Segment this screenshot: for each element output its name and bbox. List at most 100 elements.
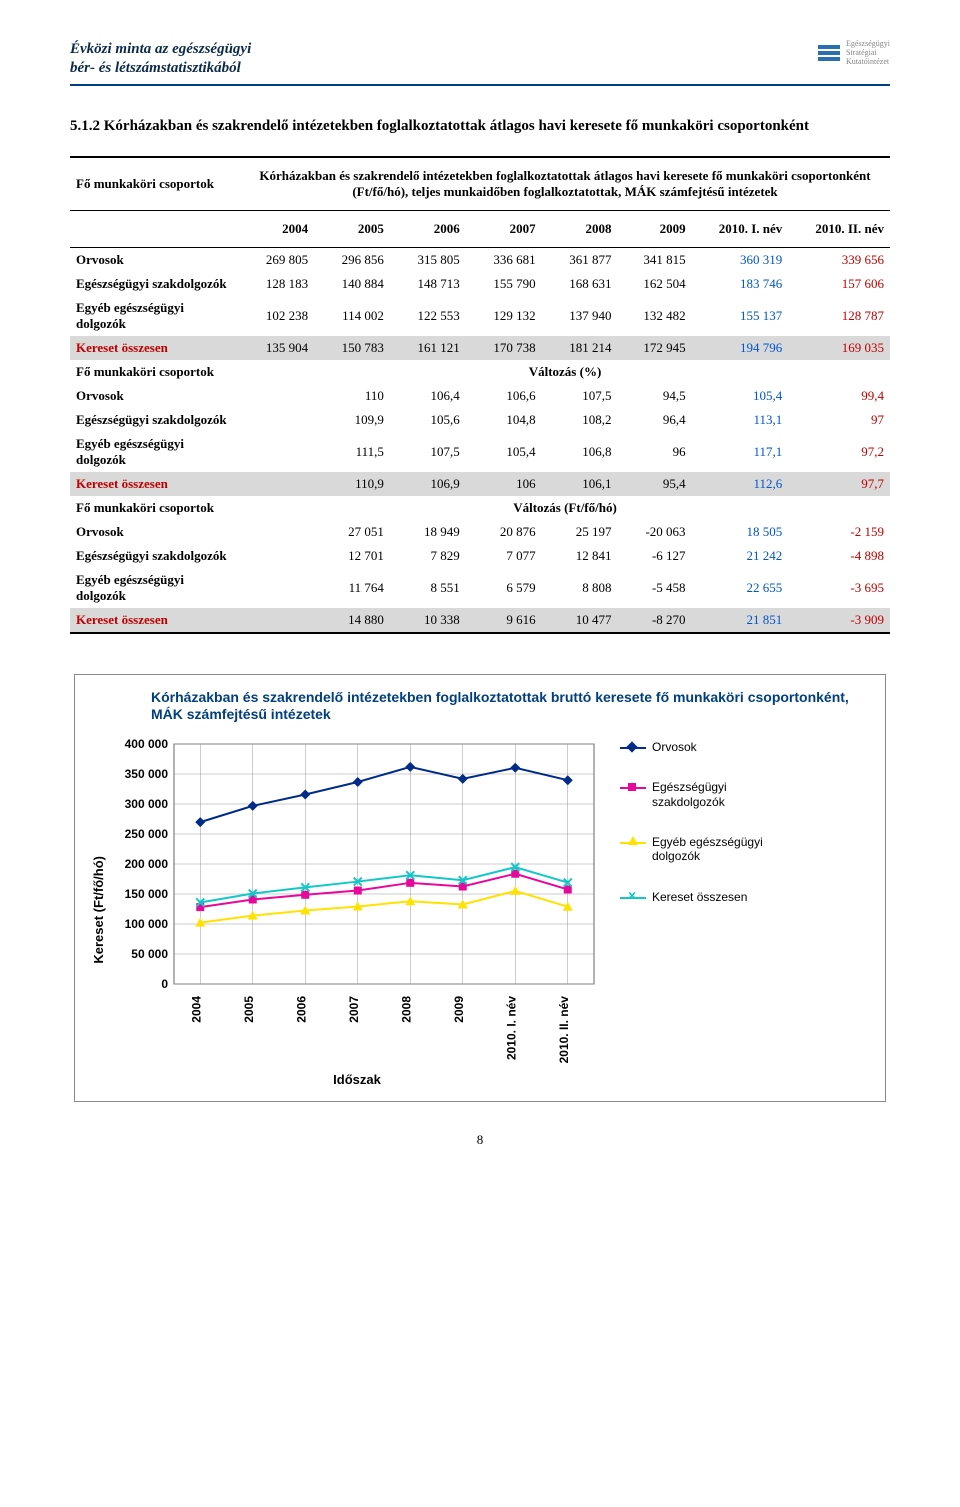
cell: [240, 608, 314, 633]
cell: 9 616: [466, 608, 542, 633]
row-label: Egészségügyi szakdolgozók: [70, 272, 240, 296]
cell: 106,1: [542, 472, 618, 496]
cell: 112,6: [692, 472, 789, 496]
cell: 161 121: [390, 336, 466, 360]
cell: 111,5: [314, 432, 390, 472]
cell: 110: [314, 384, 390, 408]
row-label: Egyéb egészségügyi dolgozók: [70, 296, 240, 336]
cell: 361 877: [542, 247, 618, 272]
cell: 10 477: [542, 608, 618, 633]
cell: 105,6: [390, 408, 466, 432]
table-row: Egészségügyi szakdolgozók12 7017 8297 07…: [70, 544, 890, 568]
cell: 172 945: [618, 336, 692, 360]
cell: 102 238: [240, 296, 314, 336]
cell: 107,5: [390, 432, 466, 472]
cell: 11 764: [314, 568, 390, 608]
header-title-line1: Évközi minta az egészségügyi: [70, 41, 251, 57]
cell: 150 783: [314, 336, 390, 360]
chart-container: Kórházakban és szakrendelő intézetekben …: [74, 674, 886, 1102]
cell: 27 051: [314, 520, 390, 544]
cell: 7 077: [466, 544, 542, 568]
cell: 8 808: [542, 568, 618, 608]
table-section-header: Fő munkaköri csoportokVáltozás (%): [70, 360, 890, 384]
cell: 21 242: [692, 544, 789, 568]
cell: 12 841: [542, 544, 618, 568]
cell: 106,4: [390, 384, 466, 408]
table-row: Egészségügyi szakdolgozók109,9105,6104,8…: [70, 408, 890, 432]
cell: [240, 544, 314, 568]
cell: 169 035: [788, 336, 890, 360]
svg-text:300 000: 300 000: [125, 797, 169, 811]
row-label: Egészségügyi szakdolgozók: [70, 408, 240, 432]
cell: 99,4: [788, 384, 890, 408]
table-row: Orvosok110106,4106,6107,594,5105,499,4: [70, 384, 890, 408]
cell: -20 063: [618, 520, 692, 544]
cell: 194 796: [692, 336, 789, 360]
legend-marker-icon: [620, 842, 646, 844]
svg-text:2004: 2004: [189, 995, 203, 1022]
cell: -3 695: [788, 568, 890, 608]
cell: 14 880: [314, 608, 390, 633]
year-header: 2007: [466, 210, 542, 247]
cell: 168 631: [542, 272, 618, 296]
table-section-header: Fő munkaköri csoportokVáltozás (Ft/fő/hó…: [70, 496, 890, 520]
cell: 269 805: [240, 247, 314, 272]
legend-item: Orvosok: [620, 740, 772, 754]
years-blank: [70, 210, 240, 247]
cell: 122 553: [390, 296, 466, 336]
cell: 360 319: [692, 247, 789, 272]
table-row: Egyéb egészségügyi dolgozók102 238114 00…: [70, 296, 890, 336]
page: Évközi minta az egészségügyi bér- és lét…: [0, 0, 960, 1178]
cell: 106,9: [390, 472, 466, 496]
cell: 105,4: [466, 432, 542, 472]
row-label: Egészségügyi szakdolgozók: [70, 544, 240, 568]
cell: 315 805: [390, 247, 466, 272]
cell: 148 713: [390, 272, 466, 296]
svg-text:2005: 2005: [242, 995, 256, 1022]
row-label: Kereset összesen: [70, 472, 240, 496]
cell: 7 829: [390, 544, 466, 568]
svg-text:0: 0: [161, 977, 168, 991]
table-row: Egyéb egészségügyi dolgozók11 7648 5516 …: [70, 568, 890, 608]
cell: 137 940: [542, 296, 618, 336]
cell: [240, 408, 314, 432]
table-row: Kereset összesen110,9106,9106106,195,411…: [70, 472, 890, 496]
year-header: 2004: [240, 210, 314, 247]
header-title: Évközi minta az egészségügyi bér- és lét…: [70, 40, 251, 78]
svg-text:350 000: 350 000: [125, 767, 169, 781]
row-label: Egyéb egészségügyi dolgozók: [70, 432, 240, 472]
year-header: 2010. I. név: [692, 210, 789, 247]
svg-text:400 000: 400 000: [125, 737, 169, 751]
cell: 181 214: [542, 336, 618, 360]
cell: -3 909: [788, 608, 890, 633]
svg-text:2006: 2006: [294, 995, 308, 1022]
svg-text:250 000: 250 000: [125, 827, 169, 841]
section-title: 5.1.2 Kórházakban és szakrendelő intézet…: [70, 116, 890, 136]
cell: 97,7: [788, 472, 890, 496]
legend-marker-icon: [620, 897, 646, 899]
chart-legend: OrvosokEgészségügyi szakdolgozókEgyéb eg…: [620, 734, 772, 904]
svg-text:2010. II. név: 2010. II. név: [557, 995, 571, 1063]
cell: 25 197: [542, 520, 618, 544]
year-header: 2006: [390, 210, 466, 247]
table-row: Kereset összesen135 904150 783161 121170…: [70, 336, 890, 360]
cell: 104,8: [466, 408, 542, 432]
row-label: Orvosok: [70, 520, 240, 544]
cell: -4 898: [788, 544, 890, 568]
cell: 183 746: [692, 272, 789, 296]
cell: 10 338: [390, 608, 466, 633]
cell: [240, 568, 314, 608]
svg-text:2009: 2009: [452, 995, 466, 1022]
cell: 341 815: [618, 247, 692, 272]
chart-svg: 050 000100 000150 000200 000250 000300 0…: [110, 734, 604, 1064]
row-label: Kereset összesen: [70, 336, 240, 360]
table-row: Orvosok269 805296 856315 805336 681361 8…: [70, 247, 890, 272]
cell: 106,6: [466, 384, 542, 408]
cell: 94,5: [618, 384, 692, 408]
table-row: Kereset összesen14 88010 3389 61610 477-…: [70, 608, 890, 633]
cell: 117,1: [692, 432, 789, 472]
table-top-desc: Kórházakban és szakrendelő intézetekben …: [240, 157, 890, 211]
cell: 18 949: [390, 520, 466, 544]
table-row: Orvosok27 05118 94920 87625 197-20 06318…: [70, 520, 890, 544]
svg-text:2007: 2007: [347, 995, 361, 1022]
